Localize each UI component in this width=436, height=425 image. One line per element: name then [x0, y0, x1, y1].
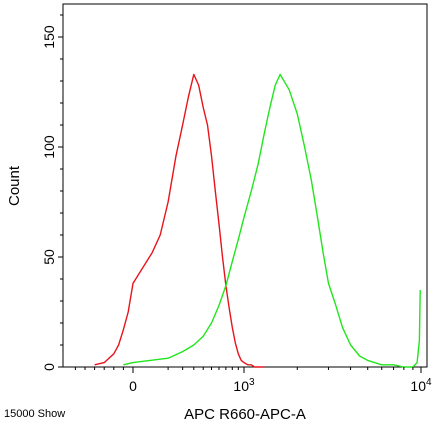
histogram-series-2-line — [123, 73, 421, 368]
y-tick-label: 150 — [41, 25, 57, 49]
y-tick-label: 50 — [41, 249, 57, 265]
event-count-note: 15000 Show — [4, 408, 65, 420]
x-tick-exponent: 4 — [426, 377, 432, 388]
y-axis: 0 50 100 150 — [41, 14, 63, 371]
x-tick-base: 10 — [233, 378, 249, 394]
plot-frame — [62, 3, 428, 368]
x-tick-exponent: 3 — [249, 377, 255, 388]
x-tick-label: 0 — [129, 378, 137, 394]
x-tick-label: 103 — [233, 377, 255, 394]
x-tick-base: 0 — [129, 378, 137, 394]
y-axis-title: Count — [6, 165, 23, 206]
x-axis-title: APC R660-APC-A — [184, 406, 306, 423]
x-axis: 0 103 104 — [74, 367, 432, 394]
series-layer — [94, 73, 421, 368]
y-tick-label: 0 — [41, 363, 57, 371]
x-tick-base: 10 — [410, 378, 426, 394]
x-tick-label: 104 — [410, 377, 432, 394]
histogram-series-1-line — [94, 73, 265, 368]
y-tick-label: 100 — [41, 135, 57, 159]
